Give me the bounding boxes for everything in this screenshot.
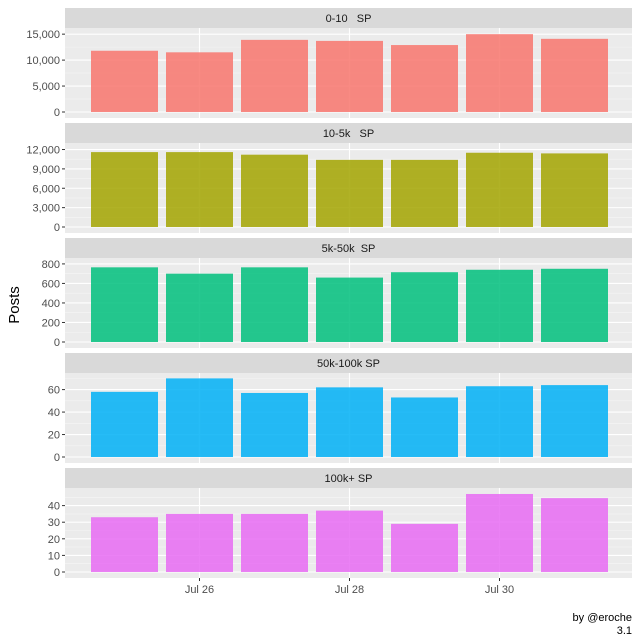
x-axis: Jul 26 Jul 28 Jul 30 bbox=[185, 578, 514, 596]
y-tick-label: 20 bbox=[48, 534, 60, 546]
bar bbox=[541, 38, 608, 112]
facet-strip bbox=[65, 123, 632, 143]
bar bbox=[91, 517, 158, 572]
facet-strip bbox=[65, 353, 632, 373]
bar bbox=[466, 386, 533, 457]
bar bbox=[91, 267, 158, 342]
facet-strip-label: 100k+ SP bbox=[324, 473, 372, 485]
bar bbox=[166, 52, 233, 112]
bar bbox=[466, 493, 533, 572]
bar bbox=[241, 267, 308, 342]
y-tick-label: 5,000 bbox=[32, 81, 60, 93]
facet-strip-label: 0-10 SP bbox=[326, 13, 372, 25]
bar bbox=[91, 391, 158, 457]
bar bbox=[541, 498, 608, 572]
facet-panel-3: 5k-50k SP 0 200 400 600 800 bbox=[42, 238, 632, 349]
bar bbox=[241, 39, 308, 112]
bar bbox=[541, 385, 608, 457]
credit-text: by @eroche bbox=[572, 612, 632, 624]
y-axis-label: Posts bbox=[6, 286, 23, 324]
y-tick-label: 3,000 bbox=[32, 203, 60, 215]
bar bbox=[391, 159, 458, 227]
facet-strip-label: 10-5k SP bbox=[323, 128, 374, 140]
bar bbox=[391, 45, 458, 113]
y-tick-label: 12,000 bbox=[26, 145, 60, 157]
facet-strip bbox=[65, 8, 632, 28]
y-tick-label: 10 bbox=[48, 550, 60, 562]
bar bbox=[241, 513, 308, 572]
y-tick-label: 0 bbox=[54, 337, 60, 349]
y-tick-label: 10,000 bbox=[26, 55, 60, 67]
y-tick-label: 60 bbox=[48, 385, 60, 397]
facet-panel-4: 50k-100k SP 0 20 40 60 bbox=[48, 353, 632, 464]
y-tick-label: 40 bbox=[48, 501, 60, 513]
facet-strip bbox=[65, 468, 632, 488]
facet-panel-5: 100k+ SP 0 10 20 30 40 bbox=[48, 468, 632, 579]
bar bbox=[541, 268, 608, 342]
bar bbox=[466, 152, 533, 227]
y-tick-label: 0 bbox=[54, 452, 60, 464]
facet-panels: 0-10 SP 0 5,000 10,000 15,000 10-5k SP 0 3,000 6… bbox=[26, 8, 632, 579]
bar bbox=[466, 269, 533, 342]
facet-panel-2: 10-5k SP 0 3,000 6,000 9,000 12,000 bbox=[26, 123, 632, 234]
bar bbox=[391, 272, 458, 342]
y-tick-label: 9,000 bbox=[32, 164, 60, 176]
bar bbox=[316, 159, 383, 227]
y-tick-label: 0 bbox=[54, 567, 60, 579]
bar bbox=[541, 153, 608, 227]
bar bbox=[316, 277, 383, 342]
y-tick-label: 30 bbox=[48, 517, 60, 529]
facet-panel-1: 0-10 SP 0 5,000 10,000 15,000 bbox=[26, 8, 632, 119]
facet-strip-label: 5k-50k SP bbox=[322, 243, 376, 255]
bar bbox=[391, 397, 458, 457]
bar bbox=[316, 510, 383, 572]
facet-strip-label: 50k-100k SP bbox=[317, 358, 380, 370]
bar bbox=[91, 50, 158, 112]
y-tick-label: 20 bbox=[48, 430, 60, 442]
bar bbox=[166, 152, 233, 227]
bar bbox=[166, 513, 233, 572]
bar bbox=[316, 387, 383, 457]
bar bbox=[316, 40, 383, 112]
x-tick-label: Jul 26 bbox=[185, 584, 214, 596]
facet-strip bbox=[65, 238, 632, 258]
y-tick-label: 0 bbox=[54, 222, 60, 234]
x-tick-label: Jul 30 bbox=[485, 584, 514, 596]
y-tick-label: 40 bbox=[48, 407, 60, 419]
y-tick-label: 0 bbox=[54, 107, 60, 119]
bar bbox=[241, 154, 308, 227]
y-tick-label: 6,000 bbox=[32, 183, 60, 195]
bar bbox=[466, 34, 533, 112]
y-tick-label: 600 bbox=[42, 278, 60, 290]
bar bbox=[241, 392, 308, 457]
bar bbox=[391, 523, 458, 572]
y-tick-label: 800 bbox=[42, 259, 60, 271]
x-tick-label: Jul 28 bbox=[335, 584, 364, 596]
bar bbox=[91, 152, 158, 227]
y-tick-label: 400 bbox=[42, 298, 60, 310]
version-text: 3.1 bbox=[616, 625, 632, 637]
y-tick-label: 200 bbox=[42, 317, 60, 329]
bar bbox=[166, 273, 233, 342]
y-tick-label: 15,000 bbox=[26, 29, 60, 41]
bar bbox=[166, 378, 233, 457]
